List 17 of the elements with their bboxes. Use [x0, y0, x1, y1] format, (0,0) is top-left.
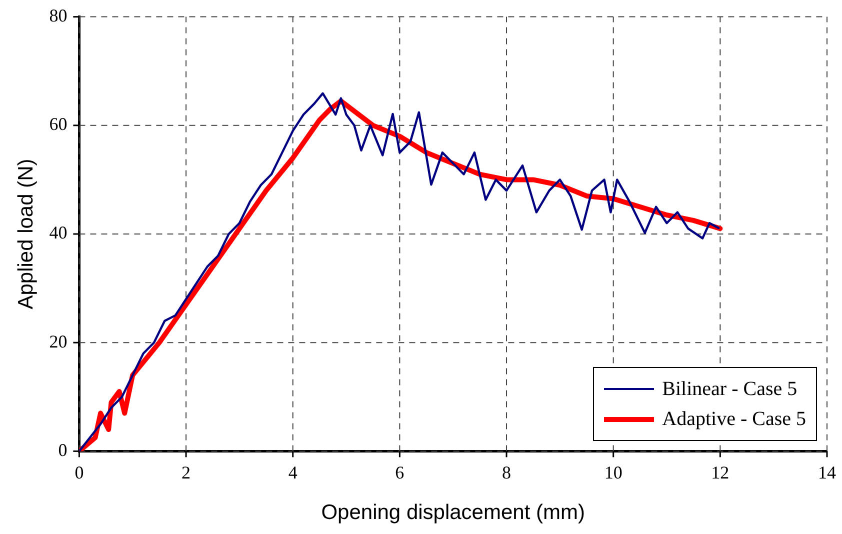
- x-tick-label: 8: [502, 462, 512, 483]
- legend-label: Bilinear - Case 5: [662, 377, 798, 402]
- x-tick-label: 4: [288, 462, 298, 483]
- x-tick-label: 10: [604, 462, 622, 483]
- x-tick-label: 12: [711, 462, 730, 483]
- legend-label: Adaptive - Case 5: [662, 407, 806, 432]
- y-tick-label: 40: [49, 222, 68, 243]
- x-tick-label: 6: [395, 462, 404, 483]
- x-tick-label: 14: [818, 462, 836, 483]
- x-tick-label: 0: [74, 462, 84, 483]
- x-axis-title: Opening displacement (mm): [321, 501, 585, 524]
- x-tick-label: 2: [182, 462, 191, 483]
- y-axis-title: Applied load (N): [14, 158, 38, 310]
- y-tick-label: 0: [58, 440, 68, 460]
- y-tick-label: 80: [49, 6, 68, 26]
- y-tick-label: 60: [49, 114, 68, 134]
- y-tick-label: 20: [49, 331, 68, 352]
